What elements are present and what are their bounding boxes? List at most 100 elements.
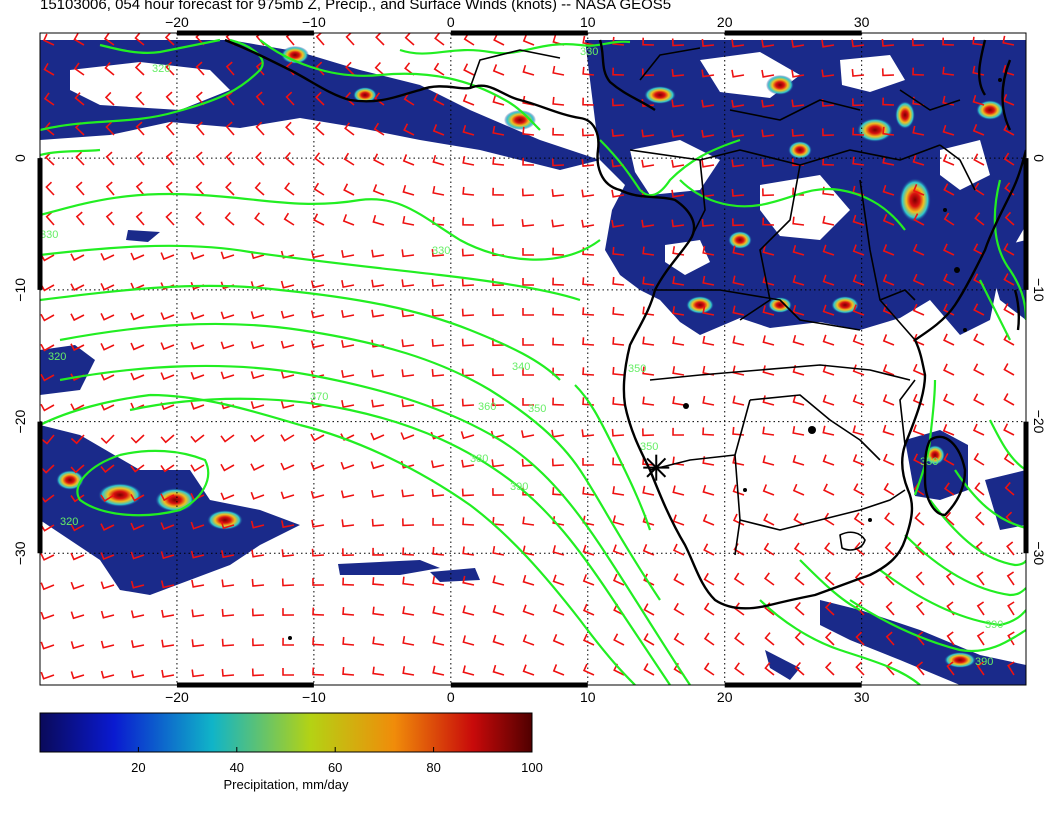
wind-barb xyxy=(822,425,835,436)
wind-barb xyxy=(462,665,475,676)
wind-barb xyxy=(255,121,265,136)
contour-label: 390 xyxy=(975,656,993,668)
wind-barb xyxy=(581,159,595,167)
wind-barb xyxy=(161,669,175,678)
wind-barb xyxy=(822,215,835,226)
wind-barb xyxy=(220,463,235,472)
wind-barb xyxy=(160,434,175,444)
wind-barb xyxy=(821,39,835,48)
wind-barb xyxy=(642,457,655,466)
wind-barb xyxy=(372,636,385,646)
wind-barb xyxy=(285,121,295,136)
wind-barb xyxy=(642,543,655,556)
wind-barb xyxy=(612,67,625,76)
wind-barb xyxy=(824,661,835,676)
wind-barb xyxy=(225,181,235,196)
wind-barb xyxy=(164,33,175,46)
wind-barb xyxy=(130,464,145,473)
wind-barb xyxy=(372,577,385,586)
wind-barb xyxy=(641,219,655,228)
wind-barb xyxy=(220,492,235,501)
wind-barb xyxy=(130,551,145,560)
wind-barb xyxy=(135,211,145,226)
wind-barb xyxy=(582,307,595,316)
wind-barb xyxy=(582,97,595,106)
wind-barb xyxy=(972,423,985,436)
wind-barb xyxy=(552,247,565,256)
wind-barb xyxy=(612,515,625,526)
wind-barb xyxy=(252,638,265,647)
wind-barb xyxy=(342,667,355,676)
wind-barb xyxy=(70,434,85,445)
wind-barb xyxy=(851,69,865,77)
wind-barb xyxy=(161,639,175,648)
wind-barb xyxy=(824,571,835,586)
wind-barb xyxy=(372,214,385,226)
wind-barb xyxy=(310,310,325,319)
wind-barb xyxy=(70,671,85,680)
wind-barb xyxy=(103,33,115,46)
wind-barb xyxy=(642,336,655,346)
wind-barb xyxy=(792,216,805,226)
wind-barb xyxy=(552,664,565,676)
wind-barb xyxy=(702,245,715,256)
wind-barb xyxy=(702,427,715,436)
contour-label: 320 xyxy=(48,351,66,363)
wind-barb xyxy=(461,338,475,347)
wind-barb xyxy=(432,154,445,166)
wind-barb xyxy=(822,364,835,376)
wind-barb xyxy=(191,639,205,648)
wind-barb xyxy=(552,65,565,76)
wind-barb xyxy=(492,125,505,136)
wind-barb xyxy=(462,155,475,166)
lon-tick-label-bottom: 0 xyxy=(447,689,455,705)
wind-barb xyxy=(672,306,685,316)
wind-barb xyxy=(703,572,715,586)
wind-barb xyxy=(912,273,925,286)
wind-barb xyxy=(854,542,865,556)
wind-barb xyxy=(250,491,265,500)
wind-barb xyxy=(315,61,325,76)
wind-barb xyxy=(945,541,955,556)
wind-barb xyxy=(732,395,745,406)
contour-label: 360 xyxy=(478,401,496,413)
wind-barb xyxy=(794,572,805,586)
wind-barb xyxy=(972,123,985,136)
wind-barb xyxy=(612,544,625,556)
wind-barb xyxy=(492,278,505,287)
wind-barb xyxy=(280,250,295,259)
wind-barb xyxy=(492,575,505,586)
wind-barb xyxy=(433,62,445,76)
wind-barb xyxy=(402,215,415,226)
wind-barb xyxy=(40,343,55,352)
wind-barb xyxy=(341,400,355,409)
wind-barb xyxy=(160,372,175,381)
wind-barb xyxy=(824,601,835,616)
colorbar-tick-label: 80 xyxy=(426,760,440,775)
wind-barb xyxy=(130,252,145,261)
wind-barb xyxy=(1003,273,1015,286)
wind-barb xyxy=(824,631,835,646)
wind-barb xyxy=(521,219,535,227)
wind-barb xyxy=(973,243,985,256)
wind-barb xyxy=(1007,631,1015,646)
colorbar-ticks: 20 40 60 80 100 xyxy=(131,747,543,775)
contour-label: 350 xyxy=(628,363,646,375)
lat-tick-label-left: −20 xyxy=(12,409,28,433)
wind-barb xyxy=(822,304,835,316)
wind-barb xyxy=(190,464,205,472)
wind-barb xyxy=(492,368,505,377)
wind-barb xyxy=(731,159,745,168)
wind-barb xyxy=(221,608,235,617)
wind-barb xyxy=(852,454,865,466)
wind-barb xyxy=(40,611,55,620)
wind-barb xyxy=(372,547,385,556)
wind-barb xyxy=(105,181,115,196)
wind-barb xyxy=(375,33,385,46)
wind-barb xyxy=(135,91,145,106)
wind-barb xyxy=(851,39,865,48)
wind-barb xyxy=(250,311,265,320)
wind-barb xyxy=(431,339,445,347)
wind-barb xyxy=(432,185,445,196)
wind-barb xyxy=(280,340,295,349)
